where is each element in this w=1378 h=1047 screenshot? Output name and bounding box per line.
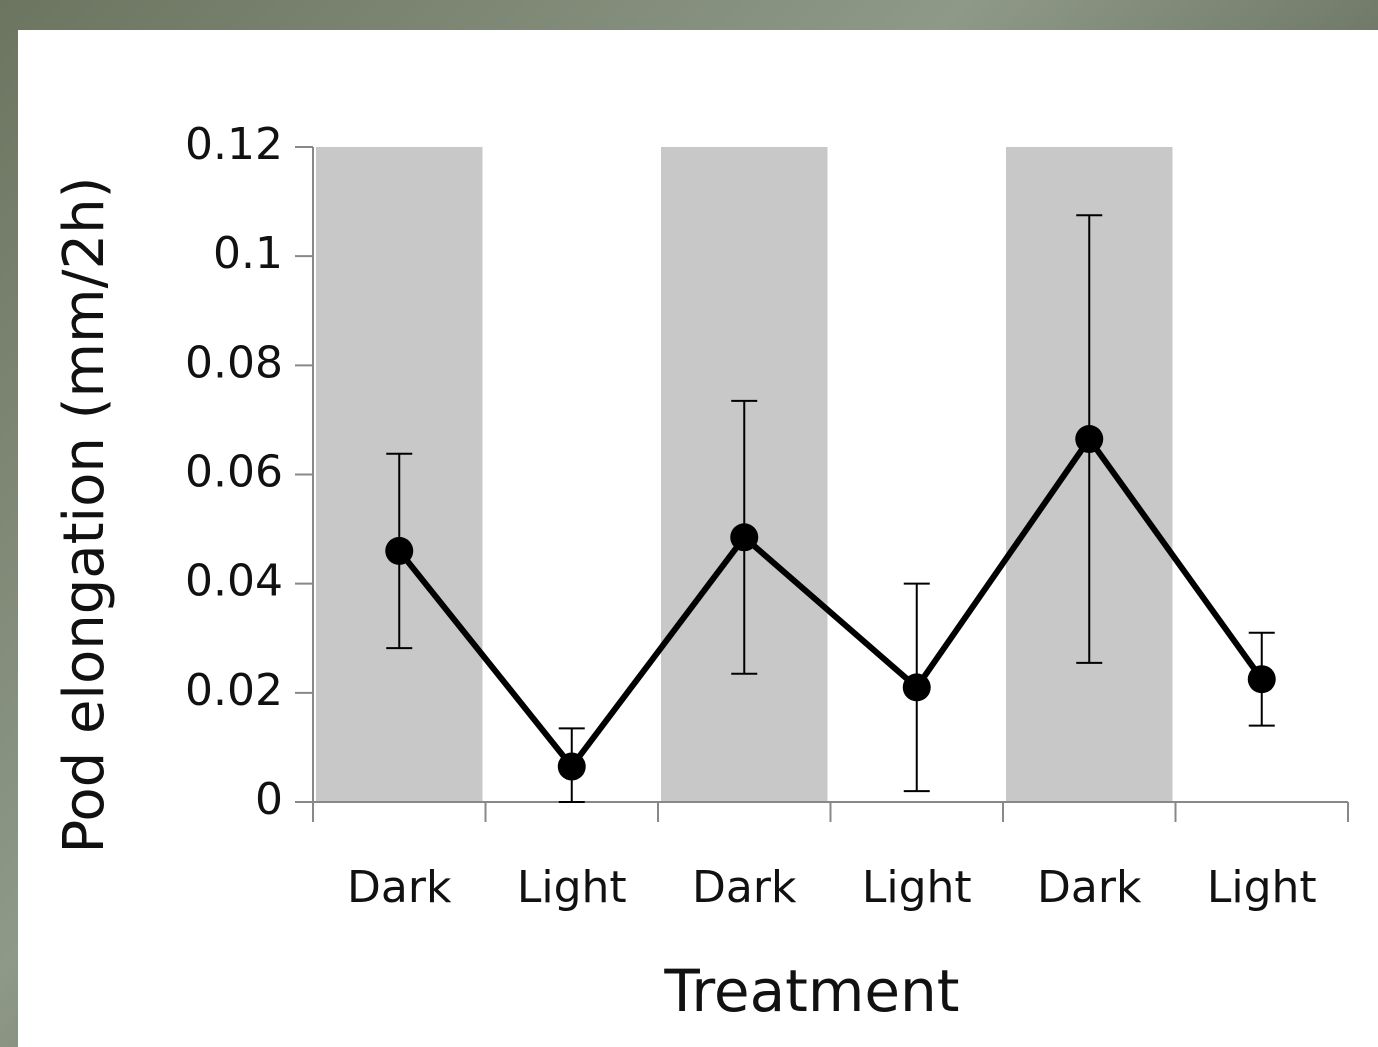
point	[730, 523, 758, 551]
point	[903, 673, 931, 701]
y-axis-label: Pod elongation (mm/2h)	[52, 177, 117, 854]
x-axis-label: Treatment	[663, 957, 959, 1025]
x-tick-label: Dark	[692, 862, 797, 913]
y-tick-label: 0.1	[213, 228, 283, 279]
x-tick-label: Light	[862, 862, 972, 913]
y-tick-label: 0.12	[185, 119, 283, 170]
point	[1075, 425, 1103, 453]
x-tick-label: Dark	[1037, 862, 1142, 913]
point	[558, 753, 586, 781]
x-tick-label: Dark	[347, 862, 452, 913]
x-tick-label: Light	[517, 862, 627, 913]
x-tick-label: Light	[1207, 862, 1317, 913]
y-tick-label: 0.02	[185, 665, 283, 716]
y-tick-label: 0.08	[185, 337, 283, 388]
y-tick-label: 0.04	[185, 556, 283, 607]
chart: Treatment Pod elongation (mm/2h) 0 0.02 0.…	[0, 0, 1378, 1047]
y-tick-label: 0.06	[185, 447, 283, 498]
page: Treatment Pod elongation (mm/2h) 0 0.02 0.…	[0, 0, 1378, 1047]
y-tick-label: 0	[255, 774, 283, 825]
point	[385, 537, 413, 565]
point	[1248, 665, 1276, 693]
